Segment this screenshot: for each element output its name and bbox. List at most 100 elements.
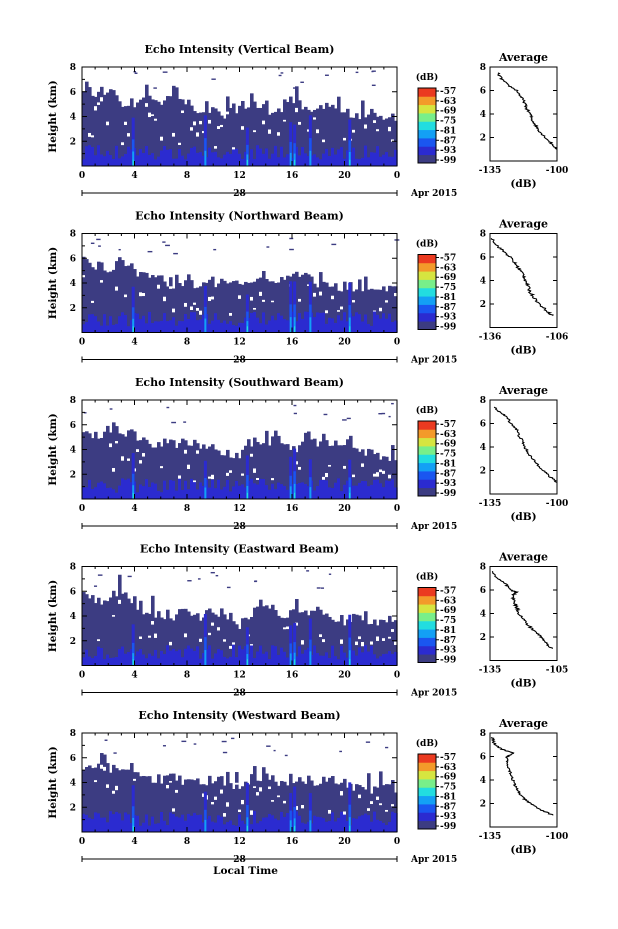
echo-low <box>199 814 203 832</box>
colorbar-segment <box>418 587 436 597</box>
echo-column <box>262 606 266 666</box>
echo-column <box>190 779 194 832</box>
echo-column <box>283 99 287 166</box>
echo-column <box>115 768 119 832</box>
echo-column <box>271 775 275 832</box>
echo-field <box>82 402 398 499</box>
echo-column <box>193 439 197 499</box>
echo-low <box>226 151 230 166</box>
echo-column <box>157 774 161 832</box>
echo-gap <box>295 461 299 465</box>
echo-gap <box>217 627 221 631</box>
echo-gap <box>307 284 311 286</box>
echo-column <box>226 771 230 832</box>
echo-gap <box>322 476 326 482</box>
echo-low <box>229 321 233 333</box>
echo-column <box>244 108 248 166</box>
echo-column <box>175 274 179 333</box>
echo-low <box>112 158 116 166</box>
echo-low <box>319 159 323 166</box>
echo-column <box>319 609 323 666</box>
echo-column <box>211 783 215 832</box>
echo-low <box>199 482 203 499</box>
echo-column <box>337 445 341 499</box>
echo-low <box>109 154 113 166</box>
x-tick-label: 4 <box>131 504 137 514</box>
echo-column <box>127 598 131 666</box>
echo-column <box>100 604 104 666</box>
colorbar-segment <box>418 629 436 638</box>
echo-low <box>157 658 161 666</box>
echo-gap <box>193 480 197 483</box>
echo-low <box>268 813 272 832</box>
echo-column <box>178 609 182 666</box>
echo-column <box>133 269 137 333</box>
colorbar: (dB)-57-63-69-75-81-87-93-99 <box>416 572 456 666</box>
echo-low <box>142 315 146 333</box>
echo-low <box>217 649 221 666</box>
x-tick-label: 12 <box>233 504 246 514</box>
echo-low <box>355 312 359 333</box>
echo-low <box>244 151 248 166</box>
echo-low <box>346 657 350 666</box>
echo-gap <box>178 475 182 479</box>
echo-column <box>100 262 104 333</box>
echo-low <box>316 312 320 333</box>
echo-column <box>313 785 317 832</box>
echo-low <box>112 489 116 499</box>
echo-column <box>298 276 302 333</box>
colorbar-frame <box>417 87 437 164</box>
echo-low <box>97 145 101 166</box>
echo-low <box>364 813 368 832</box>
echo-low <box>151 655 155 666</box>
echo-column <box>172 773 176 832</box>
echo-streak <box>246 326 248 333</box>
echo-streak <box>132 659 134 666</box>
echo-gap <box>370 641 374 645</box>
echo-column <box>139 776 143 832</box>
echo-low <box>274 145 278 166</box>
echo-low <box>121 312 125 333</box>
echo-low <box>307 311 311 333</box>
echo-column <box>103 600 107 666</box>
echo-low <box>112 657 116 666</box>
echo-gap <box>319 634 323 638</box>
average-x-axis-label: (dB) <box>510 178 536 190</box>
echo-low <box>181 814 185 832</box>
echo-column <box>175 780 179 832</box>
echo-low <box>271 815 275 832</box>
colorbar-tick-label: -69 <box>440 773 456 783</box>
echo-low <box>178 649 182 666</box>
echo-column <box>268 114 272 166</box>
echo-gap <box>220 789 224 794</box>
echo-low <box>352 485 356 499</box>
echo-column <box>304 272 308 333</box>
echo-column <box>256 780 260 832</box>
y-tick-label: 6 <box>70 421 76 431</box>
echo-streak <box>246 159 248 166</box>
echo-column <box>256 107 260 166</box>
echo-low <box>283 485 287 499</box>
echo-low <box>301 482 305 499</box>
echo-low <box>226 658 230 666</box>
x-tick-label: 20 <box>338 338 351 348</box>
echo-column <box>193 780 197 832</box>
echo-low <box>175 490 179 499</box>
echo-low <box>181 321 185 333</box>
echo-column <box>280 617 284 666</box>
echo-column <box>151 99 155 166</box>
echo-column <box>256 278 260 333</box>
average-y-tick-label: 2 <box>480 134 486 144</box>
echo-speck <box>90 242 95 245</box>
echo-low <box>136 313 140 333</box>
echo-low <box>217 319 221 333</box>
echo-speck <box>381 412 386 415</box>
echo-low <box>340 491 344 499</box>
echo-gap <box>373 473 377 477</box>
average-x-tick-label: -135 <box>479 499 502 509</box>
colorbar-tick-label: -99 <box>440 156 456 166</box>
echo-column <box>307 775 311 832</box>
echo-low <box>328 820 332 832</box>
echo-low <box>352 316 356 333</box>
echo-column <box>370 288 374 333</box>
